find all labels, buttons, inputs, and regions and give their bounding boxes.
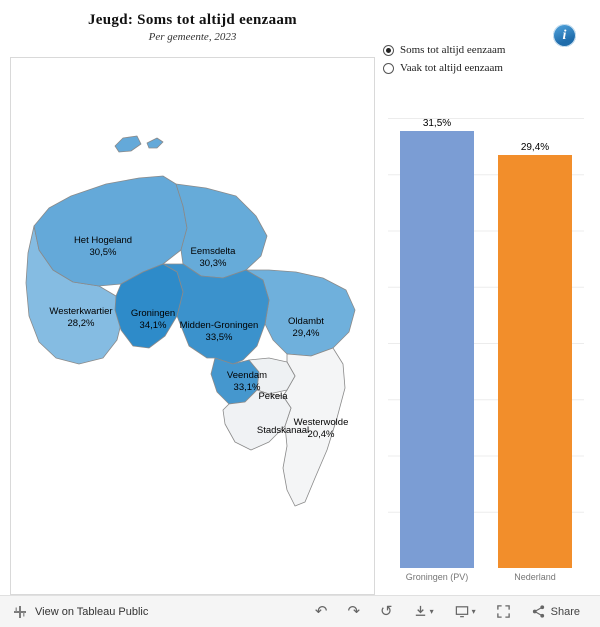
- download-button[interactable]: ▾: [413, 604, 434, 620]
- undo-icon[interactable]: ↶: [314, 602, 328, 620]
- monitor-icon: [455, 606, 468, 618]
- bar-value-label: 29,4%: [520, 141, 550, 153]
- region-stadskanaal[interactable]: [222, 389, 292, 451]
- region-westerwolde[interactable]: [282, 347, 346, 507]
- download-icon: [415, 605, 425, 616]
- radio-icon: [383, 62, 394, 74]
- share-icon: [532, 605, 544, 618]
- page-subtitle: Per gemeente, 2023: [148, 31, 237, 43]
- share-button[interactable]: Share: [531, 604, 580, 619]
- info-icon[interactable]: i: [553, 24, 576, 47]
- bar-groningen-pv[interactable]: [400, 131, 474, 568]
- tableau-toolbar: View on Tableau Public ↶ ↷ ↺ ▾ ▾: [0, 595, 600, 627]
- fullscreen-icon[interactable]: [496, 604, 511, 619]
- choropleth-map: Het Hogeland 30,5% Eemsdelta 30,3% Westerk…: [10, 57, 375, 595]
- caret-down-icon: ▾: [471, 606, 476, 616]
- bar-group-nederland: 29,4%: [495, 118, 575, 568]
- bar-nederland[interactable]: [498, 154, 572, 568]
- redo-icon[interactable]: ↷: [347, 602, 361, 620]
- region-eemsdelta[interactable]: [175, 183, 268, 279]
- radio-icon: [383, 44, 394, 56]
- chart-plot-area: 31,5% 29,4%: [388, 118, 584, 568]
- radio-label: Soms tot altijd eenzaam: [400, 44, 506, 56]
- bar-group-groningen: 31,5%: [397, 118, 477, 568]
- bar-value-label: 31,5%: [422, 118, 452, 129]
- toolbar-actions: ↶ ↷ ↺ ▾ ▾: [314, 602, 580, 620]
- radio-soms-tot-altijd[interactable]: Soms tot altijd eenzaam: [383, 44, 505, 56]
- bar-chart: 31,5% 29,4% Groningen (PV) Nederland: [388, 118, 584, 590]
- measure-selector: Soms tot altijd eenzaam Vaak tot altijd …: [383, 44, 505, 80]
- device-layout-button[interactable]: ▾: [454, 604, 476, 620]
- share-label: Share: [550, 605, 580, 618]
- island-shape[interactable]: [146, 137, 164, 149]
- page-title: Jeugd: Soms tot altijd eenzaam: [88, 12, 297, 28]
- island-shape[interactable]: [114, 135, 142, 153]
- x-axis: Groningen (PV) Nederland: [388, 572, 584, 582]
- radio-vaak-tot-altijd[interactable]: Vaak tot altijd eenzaam: [383, 62, 505, 74]
- view-on-tableau-public-link[interactable]: View on Tableau Public: [12, 604, 148, 620]
- region-pekela[interactable]: [248, 357, 296, 395]
- caret-down-icon: ▾: [429, 606, 434, 616]
- x-axis-label-groningen: Groningen (PV): [405, 572, 469, 582]
- map-canvas: [25, 135, 356, 507]
- region-groningen[interactable]: [114, 263, 184, 349]
- tableau-logo-icon: [14, 605, 26, 618]
- x-axis-label-nederland: Nederland: [514, 572, 556, 582]
- radio-label: Vaak tot altijd eenzaam: [400, 62, 503, 74]
- reset-icon[interactable]: ↺: [380, 602, 393, 620]
- view-on-tableau-public-label: View on Tableau Public: [35, 605, 149, 618]
- title-block: Jeugd: Soms tot altijd eenzaam Per gemee…: [10, 12, 375, 43]
